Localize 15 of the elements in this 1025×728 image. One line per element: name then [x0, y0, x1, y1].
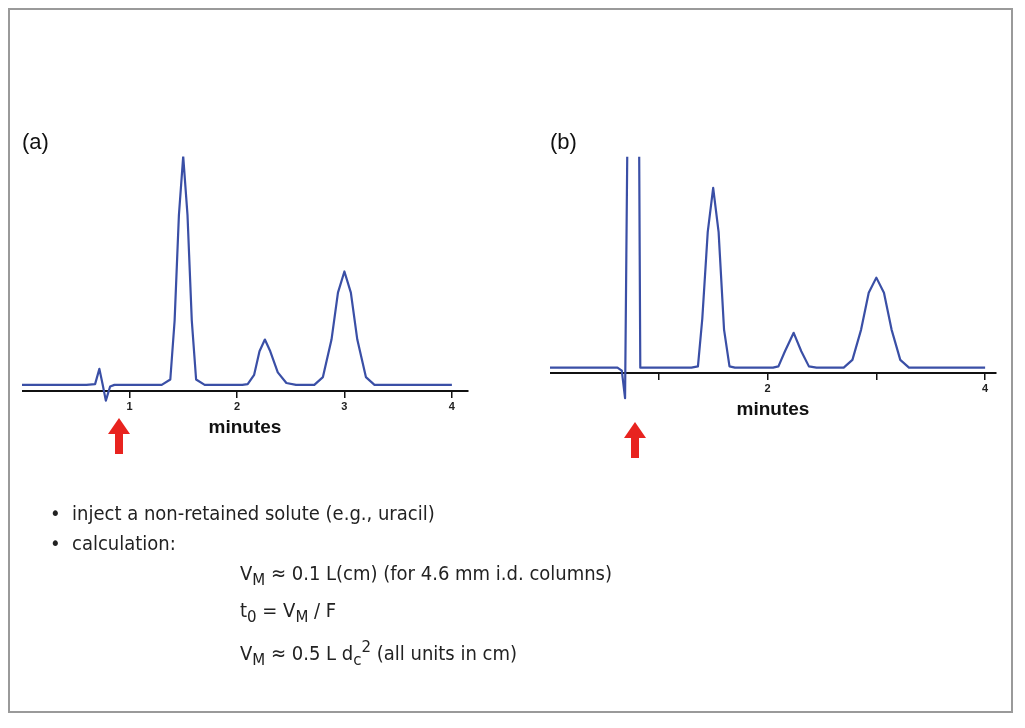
text: • inject a non-retained solute (e.g., uracil): [49, 500, 436, 527]
x-tick-label: 1: [126, 399, 133, 412]
x-tick-label: 4: [982, 381, 990, 394]
x-axis-title: minutes: [736, 397, 810, 419]
chart-title: (a): [22, 129, 49, 155]
text: V$_{M}$ ≈ 0.1 L(cm) (for 4.6 mm i.d. columns): [239, 560, 613, 591]
x-tick-label: 2: [764, 381, 771, 394]
text: • calculation:: [49, 530, 177, 557]
x-tick-label: 2: [233, 399, 240, 412]
x-tick-label: 4: [448, 399, 456, 412]
x-tick-label: 3: [341, 399, 348, 412]
text: V$_{M}$ ≈ 0.5 L d$_{c}$$^{2}$ (all units in cm): [239, 636, 519, 671]
x-axis-title: minutes: [208, 416, 282, 438]
text: t$_{0}$ = V$_{M}$ / F: [239, 597, 338, 628]
chart-title: (b): [550, 129, 577, 155]
